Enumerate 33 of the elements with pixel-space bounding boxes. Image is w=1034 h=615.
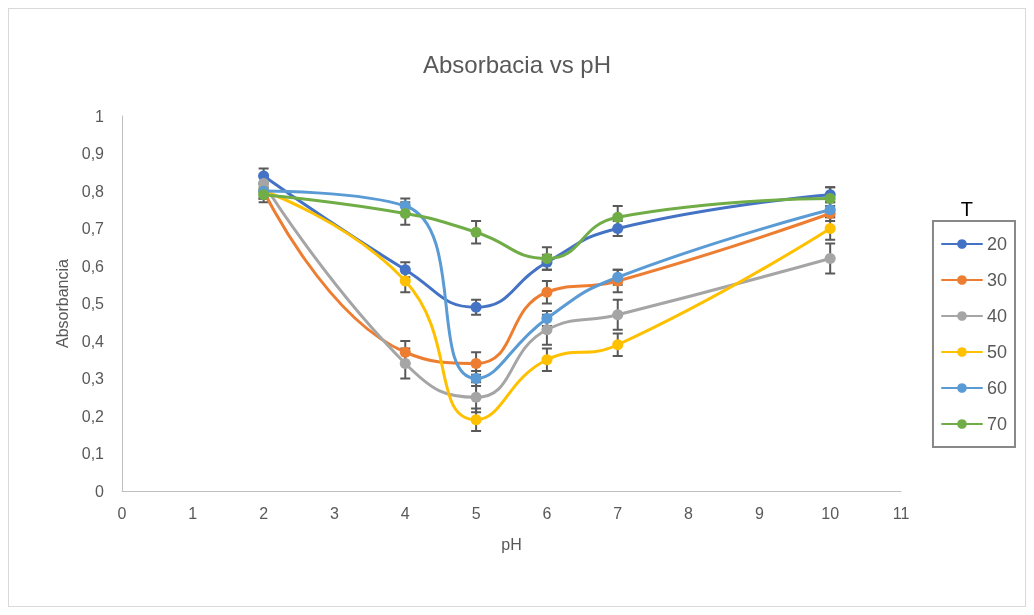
y-tick-label: 0,1 <box>81 445 105 462</box>
y-tick-label: 0,4 <box>81 332 105 350</box>
x-tick-label: 2 <box>259 504 269 522</box>
legend-title: T <box>960 198 973 220</box>
y-tick-label: 0,6 <box>81 257 105 275</box>
y-tick-label: 0,3 <box>81 370 105 387</box>
y-tick-label: 0,8 <box>81 182 105 200</box>
y-tick-label: 0,2 <box>81 407 105 425</box>
y-tick-label: 0,7 <box>81 220 105 237</box>
x-tick-label: 8 <box>684 504 694 522</box>
legend-label: 20 <box>986 234 1008 254</box>
x-tick-label: 11 <box>892 504 910 522</box>
x-tick-label: 6 <box>542 504 552 522</box>
x-tick-label: 3 <box>330 504 339 522</box>
x-tick-label: 5 <box>471 504 481 522</box>
y-tick-label: 0,9 <box>81 145 105 162</box>
legend-label: 60 <box>986 378 1008 398</box>
legend-label: 50 <box>986 342 1008 362</box>
x-tick-label: 1 <box>188 504 198 522</box>
legend-label: 40 <box>986 306 1008 326</box>
y-tick-label: 0 <box>95 482 105 500</box>
x-tick-label: 0 <box>117 504 127 522</box>
x-tick-label: 10 <box>821 504 840 522</box>
x-tick-label: 7 <box>613 504 623 522</box>
x-tick-label: 9 <box>754 504 764 522</box>
legend-label: 70 <box>986 414 1008 434</box>
chart-title: Absorbacia vs pH <box>422 50 612 78</box>
y-tick-label: 0,5 <box>81 295 105 312</box>
x-axis-title: pH <box>501 535 522 553</box>
x-tick-label: 4 <box>400 504 410 522</box>
legend-label: 30 <box>986 270 1008 290</box>
y-tick-label: 1 <box>95 107 105 125</box>
y-axis-title: Absorbancia <box>53 258 71 348</box>
